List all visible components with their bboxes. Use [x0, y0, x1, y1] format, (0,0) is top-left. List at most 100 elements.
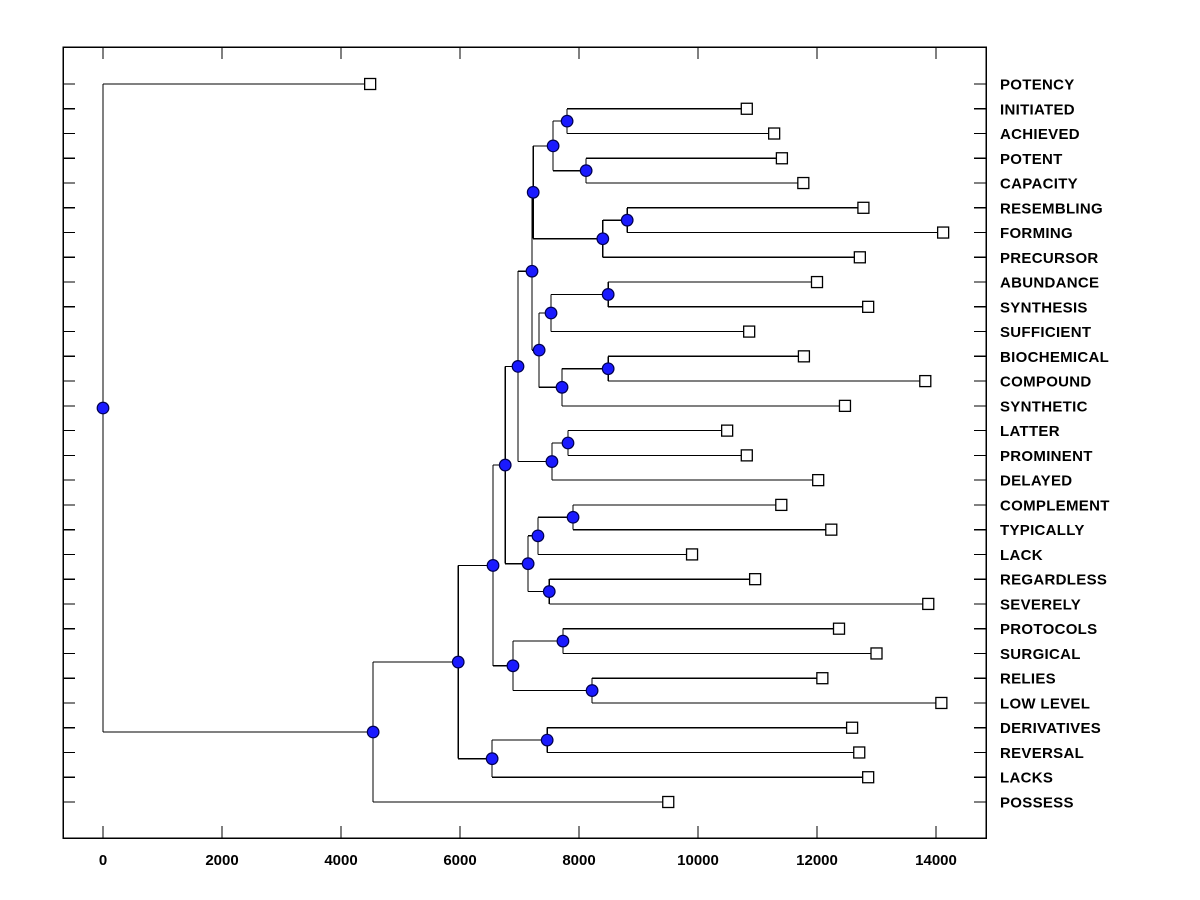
leaf-marker[interactable] [838, 399, 852, 413]
tree-node-marker[interactable] [451, 655, 465, 669]
tree-node-marker[interactable] [486, 559, 500, 572]
tree-node-marker[interactable] [596, 232, 610, 246]
leaf-marker[interactable] [812, 473, 825, 487]
leaf-marker[interactable] [853, 746, 866, 759]
leaf-marker[interactable] [832, 622, 846, 635]
axes-box [62, 46, 987, 839]
leaf-label: PROTOCOLS [1000, 621, 1097, 638]
tree-node-marker[interactable] [542, 585, 556, 598]
node-markers [96, 114, 634, 766]
leaf-label: POSSESS [1000, 794, 1074, 811]
tree-node-marker[interactable] [555, 380, 569, 394]
tree-node-marker[interactable] [526, 185, 540, 199]
tree-node-marker[interactable] [566, 510, 580, 524]
leaf-marker[interactable] [870, 647, 883, 660]
leaf-marker[interactable] [797, 350, 811, 363]
tree-node-marker[interactable] [556, 634, 570, 648]
leaf-label: POTENT [1000, 151, 1063, 168]
leaf-marker[interactable] [775, 498, 788, 512]
leaf-marker[interactable] [775, 152, 789, 165]
tree-node-marker[interactable] [545, 455, 559, 468]
leaf-marker[interactable] [740, 449, 753, 462]
leaf-marker[interactable] [862, 771, 875, 784]
leaf-labels: POTENCY INITIATED ACHIEVED POTENT CAPACITY RE… [1000, 77, 1109, 812]
leaf-marker[interactable] [740, 102, 753, 115]
leaf-label: LATTER [1000, 423, 1060, 440]
tree-node-marker[interactable] [485, 752, 499, 766]
tree-node-marker[interactable] [540, 733, 554, 747]
leaf-label: RELIES [1000, 671, 1056, 688]
leaf-markers [364, 77, 950, 809]
x-tick-label: 0 [99, 852, 107, 869]
leaf-marker[interactable] [936, 226, 950, 239]
leaf-marker[interactable] [922, 597, 935, 611]
x-tick-label: 6000 [443, 852, 476, 869]
tree-node-marker[interactable] [506, 659, 520, 673]
tree-node-marker[interactable] [498, 458, 512, 472]
leaf-label: ACHIEVED [1000, 126, 1080, 143]
tree-node-marker[interactable] [532, 343, 546, 357]
leaf-label: SYNTHETIC [1000, 398, 1088, 415]
tree-node-marker[interactable] [531, 529, 545, 543]
tree-node-marker[interactable] [601, 362, 615, 376]
leaf-marker[interactable] [935, 696, 948, 710]
tree-node-marker[interactable] [521, 557, 535, 571]
leaf-marker[interactable] [825, 523, 838, 536]
leaf-marker[interactable] [853, 251, 866, 264]
leaf-marker[interactable] [721, 424, 734, 437]
leaf-label: PROMINENT [1000, 448, 1093, 465]
leaf-marker[interactable] [743, 325, 756, 338]
leaf-marker[interactable] [662, 795, 675, 809]
leaf-label: BIOCHEMICAL [1000, 349, 1109, 366]
leaf-marker[interactable] [919, 374, 932, 388]
tree-node-marker[interactable] [620, 213, 634, 227]
tree-node-marker[interactable] [561, 436, 575, 450]
x-tick-label: 8000 [562, 852, 595, 869]
leaf-label: PRECURSOR [1000, 250, 1099, 267]
leaf-marker[interactable] [862, 300, 875, 313]
leaf-marker[interactable] [797, 176, 810, 190]
leaf-marker[interactable] [857, 201, 870, 214]
leaf-label: LOW LEVEL [1000, 695, 1090, 712]
x-tick-label: 12000 [796, 852, 838, 869]
x-axis-tick-labels: 0 2000 4000 6000 8000 10000 12000 14000 [99, 852, 957, 869]
tree-node-marker[interactable] [366, 725, 380, 739]
leaf-label: TYPICALLY [1000, 522, 1085, 539]
leaf-label: LACKS [1000, 770, 1053, 787]
leaf-label: POTENCY [1000, 77, 1075, 94]
leaf-label: LACK [1000, 547, 1043, 564]
leaf-label: COMPOUND [1000, 374, 1092, 391]
tree-node-marker[interactable] [546, 139, 560, 153]
leaf-marker[interactable] [816, 672, 829, 685]
leaf-label: SUFFICIENT [1000, 324, 1091, 341]
tree-node-marker[interactable] [525, 264, 539, 278]
leaf-label: DERIVATIVES [1000, 720, 1101, 737]
leaf-label: SEVERELY [1000, 596, 1081, 613]
tree-node-marker[interactable] [601, 288, 615, 301]
tree-node-marker[interactable] [544, 306, 558, 320]
leaf-marker[interactable] [845, 721, 859, 734]
leaf-marker[interactable] [685, 548, 699, 561]
root-node-marker[interactable] [96, 401, 110, 415]
axis-ticks [63, 47, 986, 838]
leaf-marker[interactable] [768, 127, 781, 140]
tree-node-marker[interactable] [560, 114, 574, 128]
leaf-label: REGARDLESS [1000, 572, 1107, 589]
x-tick-label: 10000 [677, 852, 719, 869]
leaf-label: CAPACITY [1000, 176, 1078, 193]
leaf-label: SURGICAL [1000, 646, 1081, 663]
tree-node-marker[interactable] [579, 164, 593, 178]
leaf-label: FORMING [1000, 225, 1073, 242]
leaf-label: DELAYED [1000, 473, 1072, 490]
tree-node-marker[interactable] [511, 360, 525, 373]
x-tick-label: 2000 [205, 852, 238, 869]
leaf-marker[interactable] [748, 573, 762, 586]
leaf-marker[interactable] [810, 275, 824, 289]
x-tick-label: 14000 [915, 852, 957, 869]
tree-node-marker[interactable] [585, 684, 599, 697]
leaf-marker[interactable] [364, 77, 377, 91]
x-tick-label: 4000 [324, 852, 357, 869]
leaf-label: INITIATED [1000, 101, 1075, 118]
